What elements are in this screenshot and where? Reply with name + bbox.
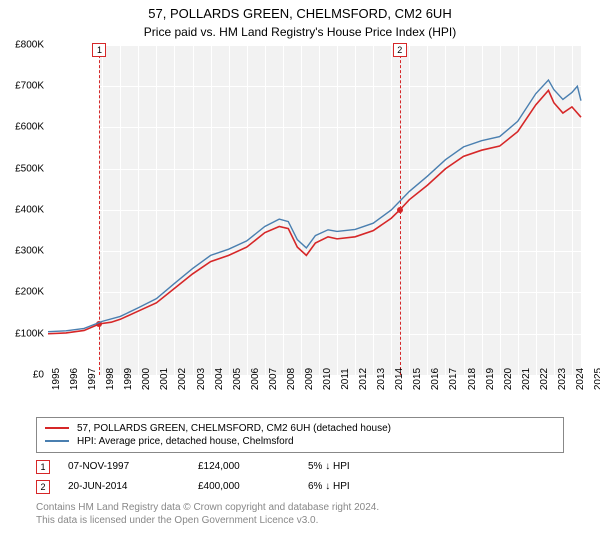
x-tick-label: 2007 [268,368,279,390]
x-tick-label: 2005 [232,368,243,390]
x-tick-label: 2013 [376,368,387,390]
x-tick-label: 2014 [394,368,405,390]
x-axis: 1995199619971998199920002001200220032004… [48,375,590,411]
x-tick-label: 2009 [304,368,315,390]
legend-swatch [45,440,69,442]
x-tick-label: 2023 [557,368,568,390]
marker-badge: 2 [36,480,50,494]
y-tick-label: £800K [15,39,44,50]
x-tick-label: 2020 [503,368,514,390]
transaction-hpi: 6% ↓ HPI [308,481,408,492]
y-tick-label: £600K [15,122,44,133]
x-tick-label: 2008 [286,368,297,390]
x-tick-label: 2025 [593,368,600,390]
x-tick-label: 2021 [521,368,532,390]
legend-label: HPI: Average price, detached house, Chel… [77,436,294,447]
x-tick-label: 2017 [448,368,459,390]
x-tick-label: 2016 [430,368,441,390]
y-tick-label: £0 [33,369,44,380]
transaction-row: 1 07-NOV-1997 £124,000 5% ↓ HPI [36,457,564,477]
x-tick-label: 1998 [105,368,116,390]
legend-swatch [45,427,69,429]
transaction-date: 07-NOV-1997 [68,461,198,472]
transaction-price: £124,000 [198,461,308,472]
legend-item: HPI: Average price, detached house, Chel… [45,435,555,448]
chart-title: 57, POLLARDS GREEN, CHELMSFORD, CM2 6UH [0,0,600,23]
y-tick-label: £700K [15,81,44,92]
x-tick-label: 2001 [159,368,170,390]
x-tick-label: 1995 [51,368,62,390]
x-tick-label: 2002 [177,368,188,390]
y-tick-label: £100K [15,328,44,339]
x-tick-label: 2012 [358,368,369,390]
x-tick-label: 2010 [322,368,333,390]
chart-plot-area: £0£100K£200K£300K£400K£500K£600K£700K£80… [48,45,590,375]
x-tick-label: 2003 [196,368,207,390]
x-tick-label: 2024 [575,368,586,390]
y-axis: £0£100K£200K£300K£400K£500K£600K£700K£80… [0,45,44,375]
x-tick-label: 1997 [87,368,98,390]
x-tick-label: 2011 [340,368,351,390]
y-tick-label: £200K [15,287,44,298]
footer-line: This data is licensed under the Open Gov… [36,514,564,527]
chart-container: 57, POLLARDS GREEN, CHELMSFORD, CM2 6UH … [0,0,600,560]
x-tick-label: 2000 [141,368,152,390]
footer-line: Contains HM Land Registry data © Crown c… [36,501,564,514]
transaction-hpi: 5% ↓ HPI [308,461,408,472]
marker-badge: 1 [36,460,50,474]
y-tick-label: £400K [15,204,44,215]
legend: 57, POLLARDS GREEN, CHELMSFORD, CM2 6UH … [36,417,564,453]
transaction-price: £400,000 [198,481,308,492]
x-tick-label: 2018 [467,368,478,390]
transaction-date: 20-JUN-2014 [68,481,198,492]
x-tick-label: 2022 [539,368,550,390]
y-tick-label: £300K [15,246,44,257]
transactions-table: 1 07-NOV-1997 £124,000 5% ↓ HPI 2 20-JUN… [36,457,564,497]
footer-attribution: Contains HM Land Registry data © Crown c… [36,501,564,527]
x-tick-label: 1999 [123,368,134,390]
x-tick-label: 2019 [485,368,496,390]
legend-item: 57, POLLARDS GREEN, CHELMSFORD, CM2 6UH … [45,422,555,435]
x-tick-label: 1996 [69,368,80,390]
x-tick-label: 2006 [250,368,261,390]
legend-label: 57, POLLARDS GREEN, CHELMSFORD, CM2 6UH … [77,423,391,434]
x-tick-label: 2004 [214,368,225,390]
chart-subtitle: Price paid vs. HM Land Registry's House … [0,23,600,45]
y-tick-label: £500K [15,163,44,174]
transaction-row: 2 20-JUN-2014 £400,000 6% ↓ HPI [36,477,564,497]
x-tick-label: 2015 [412,368,423,390]
